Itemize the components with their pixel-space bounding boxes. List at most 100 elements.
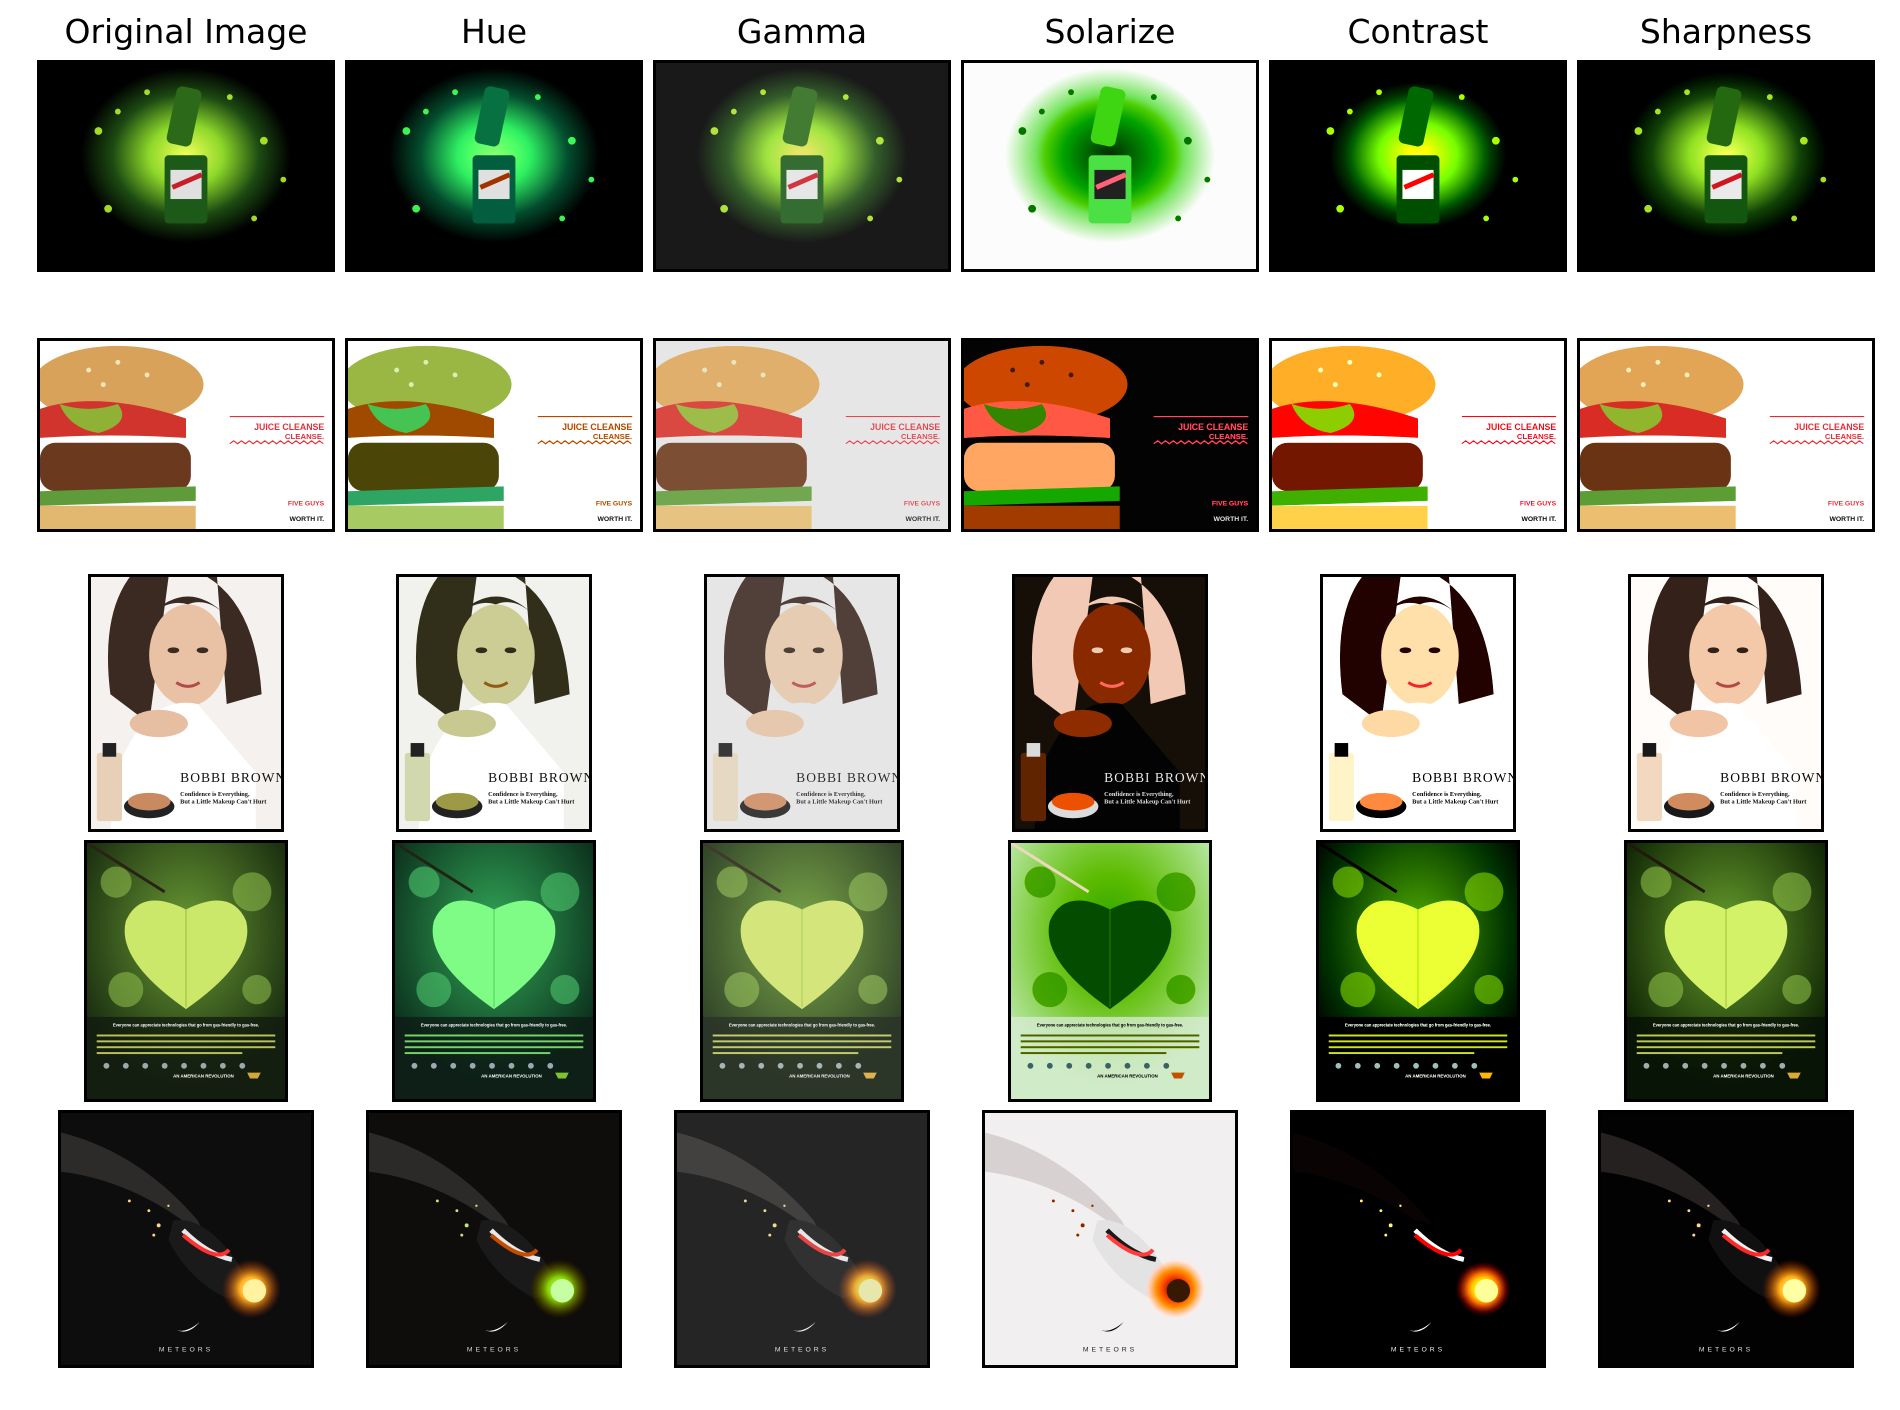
svg-text:But a Little Makeup Can't Hurt: But a Little Makeup Can't Hurt (1412, 799, 1499, 806)
svg-text:Confidence is Everything,: Confidence is Everything, (1104, 791, 1174, 798)
svg-text:Everyone can appreciate techno: Everyone can appreciate technologies tha… (1345, 1023, 1491, 1028)
svg-text:METEORS: METEORS (159, 1346, 213, 1353)
leaf-ad-hue-image: Everyone can appreciate technologies tha… (392, 840, 596, 1102)
svg-text:FIVE GUYS: FIVE GUYS (596, 501, 633, 508)
svg-text:Everyone can appreciate techno: Everyone can appreciate technologies tha… (729, 1023, 875, 1028)
burger-ad-contrast-graphic: JUICE CLEANSE CLEANSE. FIVE GUYS WORTH I… (1272, 341, 1564, 529)
svg-text:CLEANSE.: CLEANSE. (285, 432, 324, 441)
svg-text:AN AMERICAN REVOLUTION: AN AMERICAN REVOLUTION (1405, 1073, 1466, 1078)
leaf-ad-contrast-image: Everyone can appreciate technologies tha… (1316, 840, 1520, 1102)
column-title-sharpness: Sharpness (1639, 12, 1813, 51)
cosmetics-ad-gamma-image: BOBBI BROWN Confidence is Everything, Bu… (704, 574, 900, 832)
svg-text:FIVE GUYS: FIVE GUYS (904, 501, 941, 508)
burger-ad-original-image: JUICE CLEANSE CLEANSE. FIVE GUYS WORTH I… (37, 338, 335, 532)
soda-splash-ad-gamma-graphic (656, 63, 948, 269)
sneaker-meteor-ad-original-image: METEORS (58, 1110, 314, 1368)
svg-text:METEORS: METEORS (1391, 1346, 1445, 1353)
svg-text:Everyone can appreciate techno: Everyone can appreciate technologies tha… (421, 1023, 567, 1028)
svg-text:BOBBI BROWN: BOBBI BROWN (1412, 770, 1513, 785)
svg-text:WORTH IT.: WORTH IT. (905, 516, 940, 523)
leaf-ad-contrast-graphic: Everyone can appreciate technologies tha… (1319, 843, 1517, 1099)
cosmetics-ad-hue-graphic: BOBBI BROWN Confidence is Everything, Bu… (399, 577, 589, 829)
svg-text:METEORS: METEORS (1699, 1346, 1753, 1353)
soda-splash-ad-hue-graphic (348, 63, 640, 269)
svg-text:BOBBI BROWN: BOBBI BROWN (488, 770, 589, 785)
cosmetics-ad-contrast-image: BOBBI BROWN Confidence is Everything, Bu… (1320, 574, 1516, 832)
soda-splash-ad-gamma-image (653, 60, 951, 272)
svg-text:CLEANSE.: CLEANSE. (901, 432, 940, 441)
sneaker-meteor-ad-solarize-graphic: METEORS (985, 1113, 1235, 1365)
burger-ad-gamma-graphic: JUICE CLEANSE CLEANSE. FIVE GUYS WORTH I… (656, 341, 948, 529)
cosmetics-ad-solarize-graphic: BOBBI BROWN Confidence is Everything, Bu… (1015, 577, 1205, 829)
svg-text:CLEANSE.: CLEANSE. (593, 432, 632, 441)
svg-text:WORTH IT.: WORTH IT. (597, 516, 632, 523)
svg-text:BOBBI BROWN: BOBBI BROWN (796, 770, 897, 785)
burger-ad-hue-graphic: JUICE CLEANSE CLEANSE. FIVE GUYS WORTH I… (348, 341, 640, 529)
cosmetics-ad-solarize-image: BOBBI BROWN Confidence is Everything, Bu… (1012, 574, 1208, 832)
svg-text:JUICE CLEANSE: JUICE CLEANSE (1178, 422, 1248, 432)
cosmetics-ad-hue-image: BOBBI BROWN Confidence is Everything, Bu… (396, 574, 592, 832)
svg-text:BOBBI BROWN: BOBBI BROWN (1720, 770, 1821, 785)
leaf-ad-hue-graphic: Everyone can appreciate technologies tha… (395, 843, 593, 1099)
burger-ad-sharpness-image: JUICE CLEANSE CLEANSE. FIVE GUYS WORTH I… (1577, 338, 1875, 532)
column-title-original: Original Image (64, 12, 308, 51)
svg-text:CLEANSE.: CLEANSE. (1825, 432, 1864, 441)
cosmetics-ad-gamma-graphic: BOBBI BROWN Confidence is Everything, Bu… (707, 577, 897, 829)
sneaker-meteor-ad-hue-graphic: METEORS (369, 1113, 619, 1365)
cosmetics-ad-sharpness-graphic: BOBBI BROWN Confidence is Everything, Bu… (1631, 577, 1821, 829)
svg-text:AN AMERICAN REVOLUTION: AN AMERICAN REVOLUTION (1713, 1073, 1774, 1078)
svg-text:JUICE CLEANSE: JUICE CLEANSE (1794, 422, 1864, 432)
leaf-ad-gamma-image: Everyone can appreciate technologies tha… (700, 840, 904, 1102)
soda-splash-ad-contrast-graphic (1272, 63, 1564, 269)
leaf-ad-sharpness-graphic: Everyone can appreciate technologies tha… (1627, 843, 1825, 1099)
sneaker-meteor-ad-contrast-image: METEORS (1290, 1110, 1546, 1368)
svg-text:Confidence is Everything,: Confidence is Everything, (1720, 791, 1790, 798)
leaf-ad-gamma-graphic: Everyone can appreciate technologies tha… (703, 843, 901, 1099)
leaf-ad-original-graphic: Everyone can appreciate technologies tha… (87, 843, 285, 1099)
svg-text:But a Little Makeup Can't Hurt: But a Little Makeup Can't Hurt (796, 799, 883, 806)
soda-splash-ad-original-image (37, 60, 335, 272)
leaf-ad-solarize-graphic: Everyone can appreciate technologies tha… (1011, 843, 1209, 1099)
svg-text:But a Little Makeup Can't Hurt: But a Little Makeup Can't Hurt (180, 799, 267, 806)
svg-text:WORTH IT.: WORTH IT. (1213, 516, 1248, 523)
soda-splash-ad-original-graphic (40, 63, 332, 269)
svg-text:FIVE GUYS: FIVE GUYS (1520, 501, 1557, 508)
svg-text:JUICE CLEANSE: JUICE CLEANSE (870, 422, 940, 432)
svg-text:METEORS: METEORS (1083, 1346, 1137, 1353)
svg-text:FIVE GUYS: FIVE GUYS (288, 501, 325, 508)
svg-text:JUICE CLEANSE: JUICE CLEANSE (254, 422, 324, 432)
column-title-contrast: Contrast (1347, 12, 1489, 51)
sneaker-meteor-ad-hue-image: METEORS (366, 1110, 622, 1368)
burger-ad-sharpness-graphic: JUICE CLEANSE CLEANSE. FIVE GUYS WORTH I… (1580, 341, 1872, 529)
burger-ad-hue-image: JUICE CLEANSE CLEANSE. FIVE GUYS WORTH I… (345, 338, 643, 532)
sneaker-meteor-ad-original-graphic: METEORS (61, 1113, 311, 1365)
cosmetics-ad-original-image: BOBBI BROWN Confidence is Everything, Bu… (88, 574, 284, 832)
svg-text:Everyone can appreciate techno: Everyone can appreciate technologies tha… (113, 1023, 259, 1028)
svg-text:FIVE GUYS: FIVE GUYS (1212, 501, 1249, 508)
soda-splash-ad-solarize-graphic (964, 63, 1256, 269)
svg-text:WORTH IT.: WORTH IT. (1521, 516, 1556, 523)
burger-ad-solarize-image: JUICE CLEANSE CLEANSE. FIVE GUYS WORTH I… (961, 338, 1259, 532)
svg-text:FIVE GUYS: FIVE GUYS (1828, 501, 1865, 508)
svg-text:WORTH IT.: WORTH IT. (1829, 516, 1864, 523)
cosmetics-ad-contrast-graphic: BOBBI BROWN Confidence is Everything, Bu… (1323, 577, 1513, 829)
burger-ad-solarize-graphic: JUICE CLEANSE CLEANSE. FIVE GUYS WORTH I… (964, 341, 1256, 529)
svg-text:CLEANSE.: CLEANSE. (1517, 432, 1556, 441)
svg-text:Confidence is Everything,: Confidence is Everything, (180, 791, 250, 798)
svg-text:CLEANSE.: CLEANSE. (1209, 432, 1248, 441)
svg-text:AN AMERICAN REVOLUTION: AN AMERICAN REVOLUTION (173, 1073, 234, 1078)
cosmetics-ad-sharpness-image: BOBBI BROWN Confidence is Everything, Bu… (1628, 574, 1824, 832)
column-title-gamma: Gamma (736, 12, 868, 51)
leaf-ad-sharpness-image: Everyone can appreciate technologies tha… (1624, 840, 1828, 1102)
soda-splash-ad-solarize-image (961, 60, 1259, 272)
soda-splash-ad-hue-image (345, 60, 643, 272)
svg-text:JUICE CLEANSE: JUICE CLEANSE (1486, 422, 1556, 432)
svg-text:AN AMERICAN REVOLUTION: AN AMERICAN REVOLUTION (1097, 1073, 1158, 1078)
svg-text:Confidence is Everything,: Confidence is Everything, (796, 791, 866, 798)
svg-text:Everyone can appreciate techno: Everyone can appreciate technologies tha… (1037, 1023, 1183, 1028)
svg-text:Confidence is Everything,: Confidence is Everything, (488, 791, 558, 798)
svg-text:BOBBI BROWN: BOBBI BROWN (1104, 770, 1205, 785)
sneaker-meteor-ad-sharpness-image: METEORS (1598, 1110, 1854, 1368)
sneaker-meteor-ad-solarize-image: METEORS (982, 1110, 1238, 1368)
